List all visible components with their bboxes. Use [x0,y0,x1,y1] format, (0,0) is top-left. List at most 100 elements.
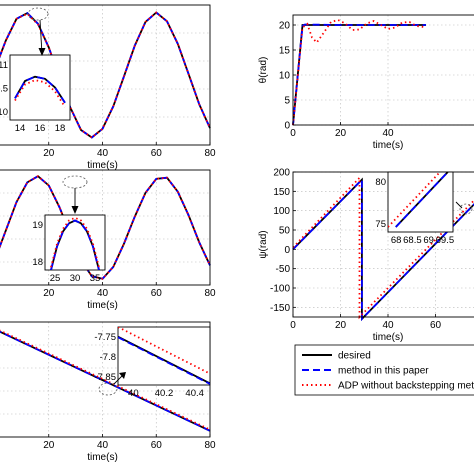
panel-psi: 0 20 40 60 200 150 100 50 0 -50 -100 -150 time(s) ψ(r… [258,168,474,343]
y-tick-label: 5 [284,96,290,107]
x-tick-label: 60 [430,320,442,331]
legend-label-adp: ADP without backstepping metho [338,381,474,392]
y-tick-label: 0 [284,121,290,132]
inset-y-tick-label: 75 [375,219,386,230]
x-tick-label: 40 [382,320,394,331]
series-dotted-line [0,11,211,139]
inset-x-tick-label: 25 [50,273,61,284]
x-tick-label: 60 [151,148,163,159]
inset-series-dotted-line [388,172,441,228]
inset-series-dotted-line [118,327,210,375]
inset-x-tick-label: 40 [128,388,139,399]
x-tick-label: 40 [97,148,109,159]
inset-zoom: 68 68.5 69 69.5 80 75 [375,171,455,246]
inset-x-tick-label: 68.5 [403,235,422,246]
legend-label-method: method in this paper [338,366,429,377]
inset-series [50,216,100,270]
series-dashed-line [292,23,426,126]
inset-x-tick-label: 35 [90,273,101,284]
x-tick-label: 40 [97,288,109,299]
series-dotted-line [292,19,424,126]
x-tick-label: 80 [204,288,216,299]
x-tick-label: 20 [335,128,347,139]
x-tick-label: 0 [290,128,296,139]
x-tick-label: 80 [204,148,216,159]
inset-series-dashed-line [118,336,210,385]
inset-y-tick-label: 18 [32,257,43,268]
zoom-markers [27,7,473,396]
inset-series-dashed-line [395,172,449,228]
inset-zoom: 14 16 18 11 .5 10 [0,54,71,134]
y-tick-label: -100 [270,284,290,295]
x-tick-label: 40 [97,440,109,451]
y-tick-label: 50 [279,226,291,237]
legend: desired method in this paper ADP without… [294,344,474,396]
inset-y-tick-label: 11 [0,60,8,71]
inset-series [388,172,449,228]
inset-y-tick-label: 80 [375,177,386,188]
inset-x-tick-label: 40.2 [155,388,174,399]
inset-y-tick-label: -7.75 [94,332,116,343]
inset-frame [9,54,71,121]
zoom-marker-circle [459,203,473,215]
x-tick-label: 0 [290,320,296,331]
x-tick-label: 80 [204,440,216,451]
inset-series-dashed-line [50,219,100,270]
series-dashed-line [292,177,474,322]
inset-y-tick-label: 19 [32,220,43,231]
series-dashed-line [0,330,211,432]
inset-x-tick-label: 40.4 [185,388,204,399]
x-axis-label: time(s) [87,452,118,463]
inset-zoom: 40 40.2 40.4 -7.75 -7.8 -7.85 [94,326,211,399]
series-dashed-line [0,11,211,139]
x-axis-label: time(s) [87,300,118,311]
x-tick-label: 20 [43,288,55,299]
inset-frame [44,214,106,271]
x-axis-label: time(s) [373,332,404,343]
x-tick-label: 60 [151,440,163,451]
y-axis-label: ψ(rad) [258,230,269,258]
y-tick-label: -150 [270,303,290,314]
inset-y-tick-label: .5 [0,84,8,95]
inset-series [14,75,66,108]
series-dotted-line [0,175,211,280]
inset-x-tick-label: 30 [70,273,81,284]
zoom-arrowhead [38,48,46,56]
inset-series-dashed-line [14,75,66,104]
legend-label-desired: desired [338,351,371,362]
inset-y-tick-label: -7.85 [94,372,116,383]
y-axis-label: θ(rad) [258,57,269,84]
inset-y-tick-label: -7.8 [100,352,116,363]
inset-x-tick-label: 69.5 [436,235,455,246]
series-dotted-line [0,329,211,431]
y-tick-label: 10 [279,71,291,82]
inset-series [118,327,210,385]
zoom-arrowhead [119,372,126,379]
x-tick-label: 40 [382,128,394,139]
inset-zoom: 25 30 35 19 18 [32,214,106,284]
inset-x-tick-label: 14 [15,123,26,134]
inset-x-tick-label: 69 [423,235,434,246]
zoom-marker-circle [27,7,49,21]
zoom-arrow [455,201,463,209]
panel-top-left: 20 40 60 80 time(s) 14 16 18 11 .5 10 [0,4,216,171]
inset-y-tick-label: 10 [0,107,8,118]
panel-theta: 0 20 40 0 5 10 15 20 time(s) θ(rad) [258,14,474,151]
x-axis-label: time(s) [373,140,404,151]
x-axis-label: time(s) [87,160,118,171]
y-tick-label: 15 [279,46,291,57]
y-tick-label: 200 [273,168,290,179]
inset-x-tick-label: 16 [35,123,46,134]
y-tick-label: -50 [276,264,291,275]
y-tick-label: 150 [273,187,290,198]
zoom-marker-circle [62,175,88,189]
y-tick-label: 20 [279,21,291,32]
panel-middle-left: 20 40 60 80 time(s) 25 30 35 19 18 [0,169,216,311]
y-tick-label: 0 [284,245,290,256]
inset-x-tick-label: 18 [55,123,66,134]
zoom-marker-circle [98,382,118,396]
inset-x-tick-label: 68 [391,235,402,246]
